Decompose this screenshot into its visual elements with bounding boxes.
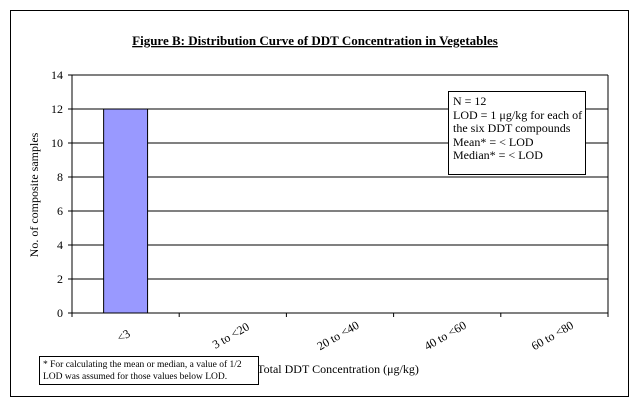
x-tick-label: <3: [115, 326, 133, 345]
y-tick-label: 14: [51, 68, 63, 82]
stats-line: Median* = < LOD: [453, 148, 543, 162]
stats-line: Mean* = < LOD: [453, 134, 534, 149]
y-tick-label: 0: [57, 306, 63, 320]
x-axis-label: Total DDT Concentration (μg/kg): [257, 362, 419, 376]
stats-line: the six DDT compounds: [453, 121, 571, 135]
x-tick-label: 40 to <60: [422, 318, 469, 353]
y-tick-label: 10: [51, 136, 63, 150]
stats-line: LOD = 1 μg/kg for each of: [453, 107, 583, 122]
stats-line: N = 12: [453, 94, 487, 108]
y-tick-label: 12: [51, 102, 63, 116]
y-tick-label: 2: [57, 272, 63, 286]
y-tick-label: 4: [57, 238, 63, 252]
x-tick-label: 20 to <40: [315, 318, 362, 353]
bar: [103, 108, 149, 314]
x-tick-label: 60 to <80: [529, 318, 576, 353]
stats-box: N = 12 LOD = 1 μg/kg for each of the six…: [448, 91, 586, 175]
chart-title: Figure B: Distribution Curve of DDT Conc…: [132, 33, 498, 48]
y-tick-label: 6: [57, 204, 63, 218]
y-tick-label: 8: [57, 170, 63, 184]
x-tick-label: 3 to <20: [210, 319, 252, 351]
footnote: * For calculating the mean or median, a …: [39, 356, 259, 385]
y-axis-label: No. of composite samples: [27, 132, 41, 257]
